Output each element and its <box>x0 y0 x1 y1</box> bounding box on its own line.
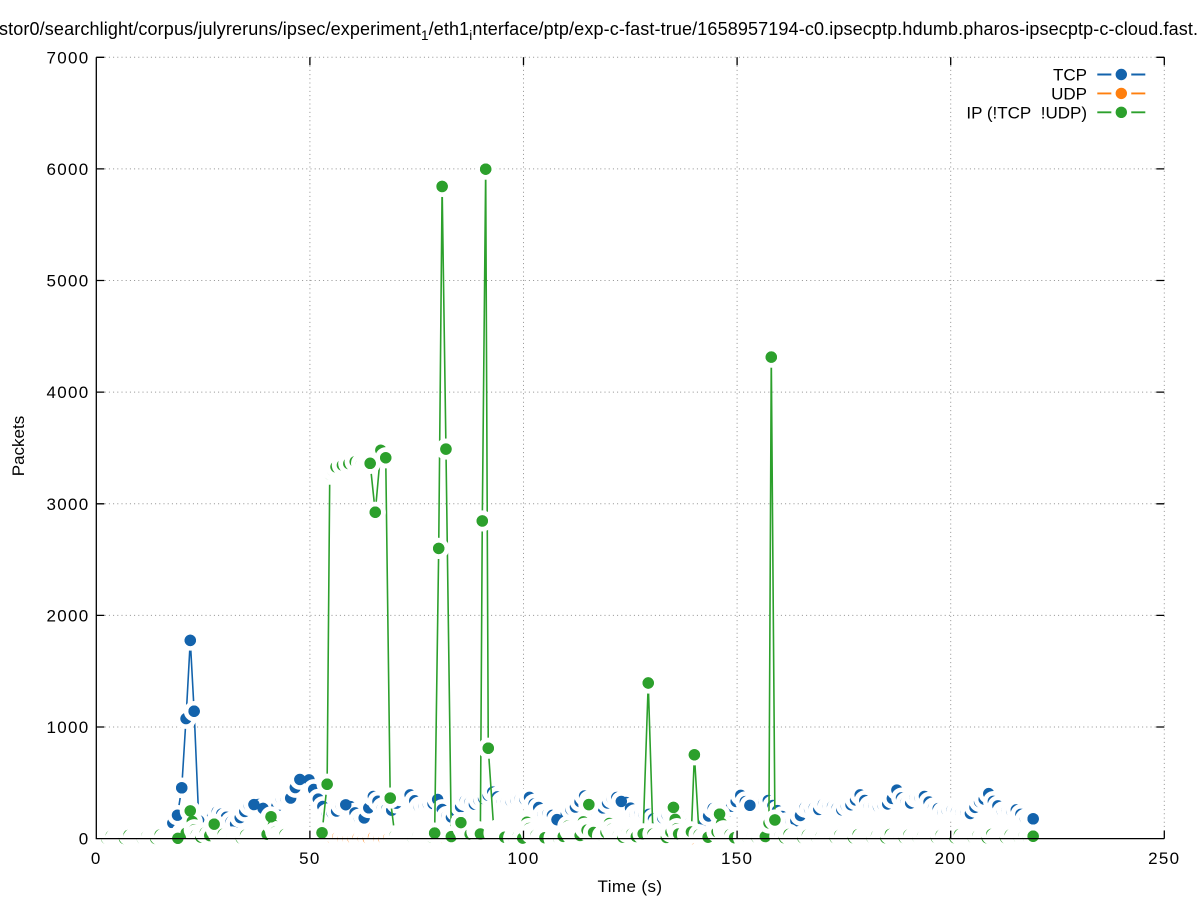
svg-text:2000: 2000 <box>46 606 89 625</box>
svg-text:TCP: TCP <box>1053 66 1087 85</box>
svg-text:100: 100 <box>507 849 539 868</box>
svg-text:250: 250 <box>1148 849 1180 868</box>
svg-text:0: 0 <box>91 849 102 868</box>
svg-text:stor0/searchlight/corpus/julyr: stor0/searchlight/corpus/julyreruns/ipse… <box>0 19 1197 43</box>
svg-text:0: 0 <box>79 830 90 849</box>
svg-text:Time (s): Time (s) <box>598 877 663 896</box>
svg-text:UDP: UDP <box>1051 84 1087 103</box>
svg-text:IP (!TCP !UDP): IP (!TCP !UDP) <box>966 103 1087 122</box>
svg-text:150: 150 <box>721 849 753 868</box>
svg-text:3000: 3000 <box>46 495 89 514</box>
svg-text:6000: 6000 <box>46 160 89 179</box>
svg-text:1000: 1000 <box>46 718 89 737</box>
svg-text:5000: 5000 <box>46 272 89 291</box>
svg-text:50: 50 <box>299 849 321 868</box>
svg-text:7000: 7000 <box>46 48 89 67</box>
svg-text:4000: 4000 <box>46 383 89 402</box>
svg-text:200: 200 <box>935 849 967 868</box>
svg-text:Packets: Packets <box>9 416 28 476</box>
